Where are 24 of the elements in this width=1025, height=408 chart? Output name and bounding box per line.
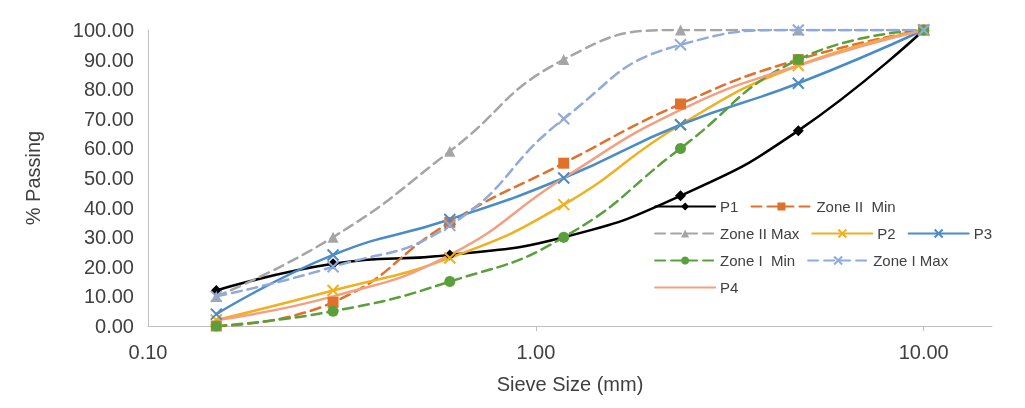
y-tick-label: 80.00 [83,78,134,101]
y-tick-label: 30.00 [83,226,134,249]
x-axis-title: Sieve Size (mm) [496,373,644,395]
y-tick-label: 10.00 [83,285,134,308]
y-tick-label: 50.00 [83,167,134,189]
y-axis-title: % Passing [22,130,44,226]
x-tick-label: 10.00 [898,341,949,363]
y-tick-label: 100.00 [72,19,134,41]
x-tick-label: 1.00 [516,341,556,363]
y-tick-label: 60.00 [83,137,134,160]
legend-label: P4 [720,279,739,296]
y-tick-label: 70.00 [83,107,134,130]
legend-label: Zone II Max [720,225,800,242]
legend-label: Zone I Max [873,252,949,269]
y-tick-label: 40.00 [83,196,134,219]
legend-label: Zone II Min [816,198,896,215]
y-tick-label: 90.00 [83,48,134,71]
legend-label: P3 [973,225,993,242]
legend-label: Zone I Min [720,252,796,269]
legend-label: P1 [720,198,739,215]
x-tick-label: 0.10 [128,341,168,363]
y-tick-label: 0.00 [95,315,134,337]
legend-label: P2 [877,225,896,242]
y-tick-label: 20.00 [83,255,134,278]
